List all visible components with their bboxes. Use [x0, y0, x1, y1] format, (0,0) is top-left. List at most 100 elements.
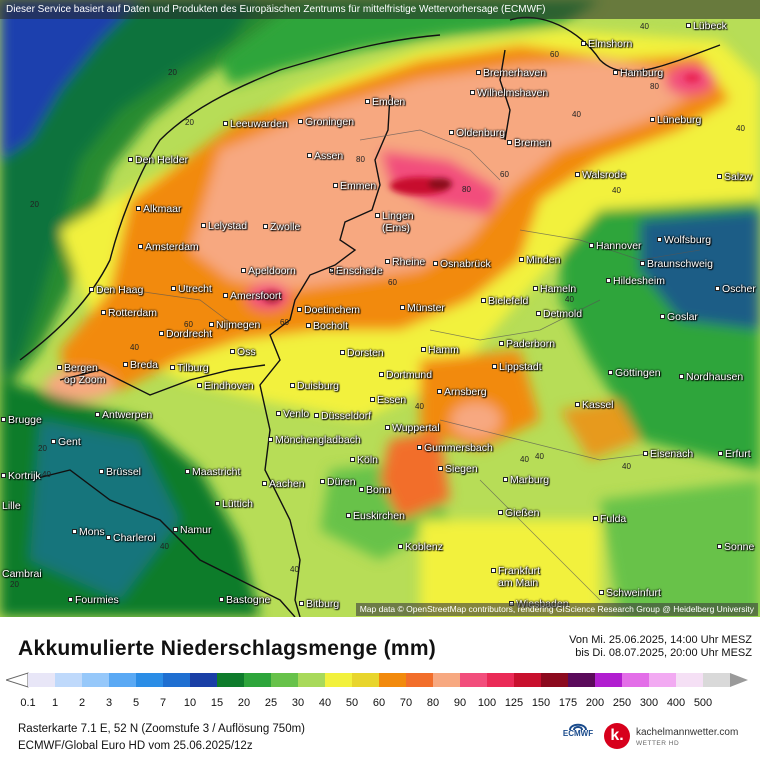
city-marker: [306, 323, 311, 328]
city-label: Antwerpen: [102, 409, 153, 421]
city-marker: [138, 244, 143, 249]
city-label: Alkmaar: [143, 203, 182, 215]
contour-value-label: 80: [650, 82, 659, 91]
city-label: Eindhoven: [204, 380, 254, 392]
city-marker: [223, 121, 228, 126]
scale-swatch: [298, 673, 326, 687]
contour-value-label: 40: [612, 186, 621, 195]
city-marker: [136, 206, 141, 211]
scale-swatch: [460, 673, 488, 687]
contour-value-label: 40: [622, 462, 631, 471]
city-label: Gent: [58, 436, 81, 448]
scale-max-arrow: [730, 673, 748, 687]
city-label: Koblenz: [405, 541, 443, 553]
city-marker: [575, 402, 580, 407]
city-label: Hameln: [540, 283, 577, 295]
city-marker: [679, 374, 684, 379]
city-marker: [297, 307, 302, 312]
contour-value-label: 40: [290, 565, 299, 574]
precipitation-map[interactable]: Dieser Service basiert auf Daten und Pro…: [0, 0, 760, 617]
city-marker: [492, 364, 497, 369]
city-label: Emden: [372, 96, 406, 108]
scale-swatch: [622, 673, 650, 687]
contour-value-label: 20: [30, 200, 39, 209]
city-marker: [1, 417, 6, 422]
city-label: Düren: [327, 476, 356, 488]
contour-value-label: 40: [572, 110, 581, 119]
brand-name[interactable]: kachelmannwetter.com: [636, 727, 739, 738]
city-label: Nijmegen: [216, 319, 261, 331]
city-label: Namur: [180, 524, 212, 536]
city-marker: [209, 322, 214, 327]
city-label: Elmshorn: [588, 38, 633, 50]
city-label: Göttingen: [615, 367, 661, 379]
city-label: Hildesheim: [613, 275, 665, 287]
scale-tick-label: 60: [372, 697, 386, 709]
city-marker: [89, 287, 94, 292]
legend-title: Akkumulierte Niederschlagsmenge (mm): [18, 637, 437, 660]
scale-tick-label: 7: [159, 697, 167, 709]
city-marker: [128, 157, 133, 162]
city-marker: [718, 451, 723, 456]
scale-tick-label: 80: [426, 697, 440, 709]
city-label: Lelystad: [208, 220, 248, 232]
city-label: Sonne: [724, 541, 755, 553]
scale-tick-label: 90: [453, 697, 467, 709]
city-marker: [533, 286, 538, 291]
scale-tick-label: 300: [639, 697, 659, 709]
time-period: Von Mi. 25.06.2025, 14:00 Uhr MESZ bis D…: [569, 634, 752, 660]
scale-tick-label: 125: [504, 697, 524, 709]
kachelmann-logo-icon[interactable]: k.: [604, 723, 630, 749]
city-label: Erfurt: [725, 448, 751, 460]
city-marker: [223, 293, 228, 298]
city-marker: [346, 513, 351, 518]
city-marker: [359, 487, 364, 492]
city-marker: [717, 174, 722, 179]
contour-value-label: 60: [500, 170, 509, 179]
city-marker: [101, 310, 106, 315]
city-label: Emmen: [340, 180, 377, 192]
city-marker: [599, 590, 604, 595]
contour-value-label: 40: [535, 452, 544, 461]
city-marker: [230, 349, 235, 354]
contour-value-label: 60: [280, 318, 289, 327]
city-marker: [715, 286, 720, 291]
city-label: Den Helder: [135, 154, 189, 166]
scale-tick-label: 2: [78, 697, 86, 709]
city-label: Oss: [237, 346, 256, 358]
city-label: Eisenach: [650, 448, 694, 460]
contour-value-label: 20: [168, 68, 177, 77]
city-marker: [314, 413, 319, 418]
city-label: Hamburg: [620, 67, 664, 79]
scale-tick-label: 400: [666, 697, 686, 709]
city-marker: [686, 23, 691, 28]
city-marker: [201, 223, 206, 228]
city-label: Hamm: [428, 344, 459, 356]
city-marker: [717, 544, 722, 549]
city-marker: [365, 99, 370, 104]
city-label: Kortrijk: [8, 470, 41, 482]
ecmwf-logo-icon: [569, 723, 587, 731]
city-label: Zwolle: [270, 221, 301, 233]
city-label: Marburg: [510, 474, 550, 486]
contour-value-label: 20: [185, 118, 194, 127]
city-label: Köln: [357, 454, 379, 466]
scale-swatch: [55, 673, 83, 687]
ecmwf-logo-label: ECMWF: [562, 729, 594, 738]
city-marker: [185, 469, 190, 474]
scale-tick-label: 250: [612, 697, 632, 709]
city-label: Düsseldorf: [321, 410, 372, 422]
city-marker: [219, 597, 224, 602]
contour-value-label: 40: [736, 124, 745, 133]
city-label: Essen: [377, 394, 407, 406]
city-marker: [99, 469, 104, 474]
city-label: Dorsten: [347, 347, 384, 359]
scale-swatch: [109, 673, 137, 687]
city-marker: [106, 535, 111, 540]
city-label: Duisburg: [297, 380, 340, 392]
city-label: Apeldoorn: [248, 265, 296, 277]
city-marker: [51, 439, 56, 444]
city-marker: [123, 362, 128, 367]
scale-swatch: [379, 673, 407, 687]
map-canvas: [0, 0, 760, 617]
